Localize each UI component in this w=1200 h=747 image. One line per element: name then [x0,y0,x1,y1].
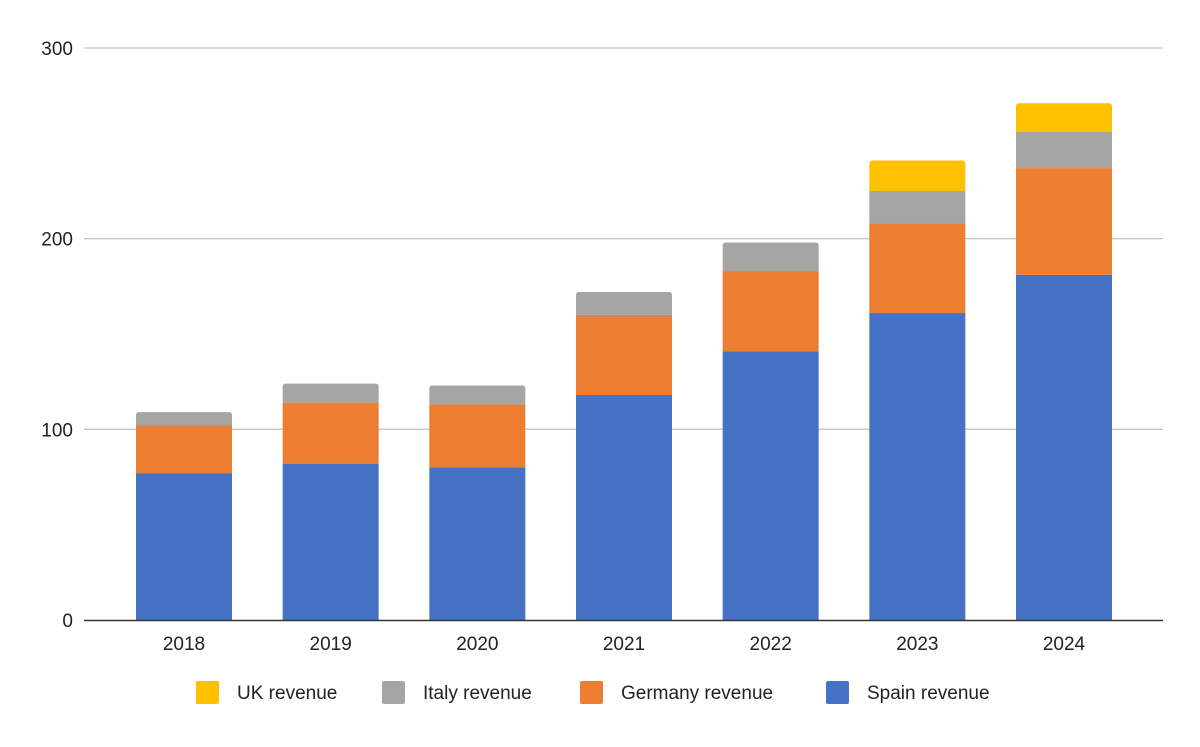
legend-swatch [196,681,219,704]
bar-segment-italy-revenue-2020 [429,385,526,405]
x-tick-label: 2021 [603,634,645,655]
legend-swatch [382,681,405,704]
x-tick-label: 2020 [456,634,498,655]
bar-segment-spain-revenue-2018 [136,473,232,620]
bar-segment-germany-revenue-2019 [282,402,379,464]
bar-segment-italy-revenue-2019 [282,383,379,403]
bar-segment-germany-revenue-2023 [869,223,966,314]
bar-segment-uk-revenue-2024 [1016,103,1112,132]
bar-segment-germany-revenue-2020 [429,404,526,468]
bar-segment-italy-revenue-2023 [869,191,966,224]
y-tick-label: 0 [62,611,73,632]
bars [136,103,1112,620]
legend-item-uk-revenue: UK revenue [196,681,337,704]
legend-label: Italy revenue [423,683,532,704]
legend-item-spain-revenue: Spain revenue [826,681,990,704]
legend-item-germany-revenue: Germany revenue [580,681,773,704]
bar-segment-italy-revenue-2022 [722,242,819,272]
y-axis-tick-labels: 0 100 200 300 [41,39,73,632]
bar-segment-italy-revenue-2018 [136,412,232,426]
legend-item-italy-revenue: Italy revenue [382,681,532,704]
legend: UK revenue Italy revenue Germany revenue Sp… [196,681,990,704]
x-tick-label: 2022 [750,634,792,655]
y-tick-label: 200 [41,230,73,251]
y-tick-label: 300 [41,39,73,60]
legend-swatch [826,681,849,704]
bar-segment-uk-revenue-2023 [869,160,966,191]
bar-segment-italy-revenue-2021 [576,292,672,315]
x-tick-label: 2019 [310,634,352,655]
legend-label: Germany revenue [621,683,773,704]
bar-segment-germany-revenue-2021 [576,314,672,396]
legend-label: Spain revenue [867,683,990,704]
bar-segment-spain-revenue-2021 [576,395,672,620]
bar-segment-germany-revenue-2018 [136,425,232,474]
x-tick-label: 2018 [163,634,205,655]
bar-segment-spain-revenue-2019 [282,463,379,620]
bar-segment-germany-revenue-2022 [722,271,819,352]
bar-segment-spain-revenue-2020 [429,467,526,620]
bar-segment-italy-revenue-2024 [1016,131,1112,169]
legend-label: UK revenue [237,683,337,704]
x-tick-label: 2024 [1043,634,1086,655]
x-axis-tick-labels: 2018 2019 2020 2021 2022 2023 2024 [163,634,1086,655]
bar-segment-spain-revenue-2022 [722,351,819,620]
x-tick-label: 2023 [896,634,938,655]
y-tick-label: 100 [41,420,73,441]
legend-swatch [580,681,603,704]
bar-segment-spain-revenue-2024 [1016,274,1112,620]
bar-segment-germany-revenue-2024 [1016,168,1112,275]
bar-segment-spain-revenue-2023 [869,313,966,620]
